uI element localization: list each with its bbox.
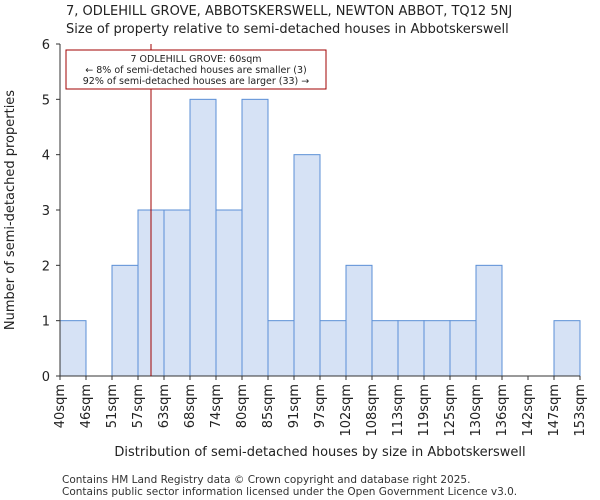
bars-group — [59, 98, 581, 377]
annotation-box — [65, 49, 327, 90]
x-tick-label: 125sqm — [443, 384, 458, 437]
x-tick-label: 57sqm — [131, 384, 146, 428]
y-tick-label: 1 — [42, 315, 50, 330]
x-tick-label: 136sqm — [495, 384, 510, 437]
marker-group: 7 ODLEHILL GROVE: 60sqm← 8% of semi-deta… — [65, 44, 327, 376]
y-tick-label: 2 — [42, 259, 50, 274]
x-tick-label: 97sqm — [313, 384, 328, 428]
bar — [163, 209, 191, 377]
x-tick-label: 142sqm — [521, 384, 536, 437]
x-tick-label: 102sqm — [339, 384, 354, 437]
y-tick-label: 3 — [42, 204, 50, 219]
footer-line-1: Contains HM Land Registry data © Crown c… — [62, 474, 471, 486]
x-tick-label: 40sqm — [53, 384, 68, 428]
chart-subtitle: Size of property relative to semi-detach… — [66, 22, 509, 37]
annotation-line: 7 ODLEHILL GROVE: 60sqm — [130, 54, 261, 65]
y-tick-label: 0 — [42, 370, 50, 385]
x-tick-label: 108sqm — [365, 384, 380, 437]
bar — [293, 154, 321, 377]
x-axis-label: Distribution of semi-detached houses by … — [114, 445, 525, 460]
x-tick-label: 68sqm — [183, 384, 198, 428]
x-tick-label: 46sqm — [79, 384, 94, 428]
annotation-line: ← 8% of semi-detached houses are smaller… — [85, 65, 306, 76]
bar — [319, 320, 347, 377]
x-tick-label: 63sqm — [157, 384, 172, 428]
x-tick-label: 113sqm — [391, 384, 406, 437]
bar — [371, 320, 399, 377]
x-tick-label: 51sqm — [105, 384, 120, 428]
x-tick-label: 119sqm — [417, 384, 432, 437]
footer-line-2: Contains public sector information licen… — [62, 486, 518, 498]
chart-svg: 0 1 2 3 4 5 6 40sqm 46sqm 51sqm 57sqm 63sqm 68sqm 74s… — [3, 38, 588, 460]
bar — [475, 264, 503, 377]
bar — [553, 320, 581, 377]
bar — [215, 209, 243, 377]
y-tick-label: 5 — [42, 93, 50, 108]
ticks-group: 0 1 2 3 4 5 6 40sqm 46sqm 51sqm 57sqm 63sqm 68sqm 74s… — [42, 38, 588, 437]
bar — [59, 320, 87, 377]
bar — [267, 320, 295, 377]
annotation-line: 92% of semi-detached houses are larger (… — [83, 76, 310, 87]
y-tick-label: 4 — [42, 149, 50, 164]
bar — [241, 98, 269, 377]
x-tick-label: 91sqm — [287, 384, 302, 428]
x-tick-label: 74sqm — [209, 384, 224, 428]
x-tick-label: 130sqm — [469, 384, 484, 437]
bar — [189, 98, 217, 377]
bar — [397, 320, 425, 377]
bar — [111, 264, 139, 377]
chart-title: 7, ODLEHILL GROVE, ABBOTSKERSWELL, NEWTO… — [66, 4, 513, 19]
bar — [345, 264, 373, 377]
x-tick-label: 147sqm — [547, 384, 562, 437]
y-axis-label: Number of semi-detached properties — [3, 90, 18, 330]
x-tick-label: 85sqm — [261, 384, 276, 428]
bar — [423, 320, 451, 377]
y-tick-label: 6 — [42, 38, 50, 53]
x-tick-label: 80sqm — [235, 384, 250, 428]
x-tick-label: 153sqm — [573, 384, 588, 437]
bar — [449, 320, 477, 377]
